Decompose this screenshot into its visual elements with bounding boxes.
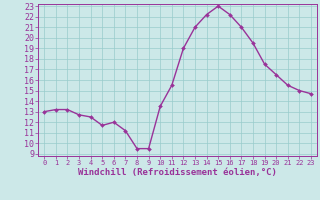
X-axis label: Windchill (Refroidissement éolien,°C): Windchill (Refroidissement éolien,°C) [78,168,277,177]
